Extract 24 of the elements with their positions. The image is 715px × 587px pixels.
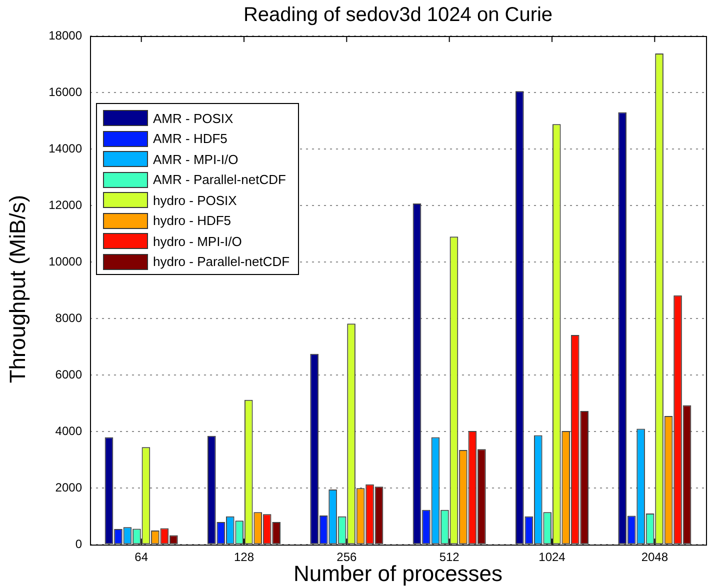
chart-title: Reading of sedov3d 1024 on Curie [242, 4, 554, 27]
legend-label: AMR - Parallel-netCDF [153, 172, 286, 188]
x-tick-label: 2048 [641, 550, 668, 564]
y-tick-label: 2000 [55, 480, 82, 494]
y-tick-label: 0 [75, 536, 82, 551]
legend-label: AMR - MPI-I/O [153, 152, 238, 167]
x-tick-label: 128 [234, 550, 254, 564]
legend-label: hydro - POSIX [153, 192, 237, 208]
legend-label: hydro - MPI-I/O [153, 234, 242, 249]
y-tick-label: 18000 [48, 28, 82, 42]
y-axis-title: Throughput (MiB/s) [5, 194, 31, 386]
legend-label: hydro - Parallel-netCDF [153, 254, 290, 270]
x-tick-label: 1024 [538, 550, 566, 564]
y-tick-label: 16000 [48, 84, 82, 99]
y-tick-label: 12000 [48, 198, 82, 212]
legend-label: AMR - HDF5 [153, 131, 228, 146]
legend-label: hydro - HDF5 [153, 213, 232, 228]
y-tick-label: 8000 [55, 310, 82, 325]
y-tick-label: 10000 [48, 254, 82, 268]
y-tick-label: 14000 [48, 141, 82, 156]
legend-label: AMR - POSIX [153, 110, 234, 126]
y-tick-label: 6000 [55, 367, 82, 382]
y-tick-label: 4000 [55, 424, 82, 438]
x-tick-label: 64 [134, 550, 148, 564]
